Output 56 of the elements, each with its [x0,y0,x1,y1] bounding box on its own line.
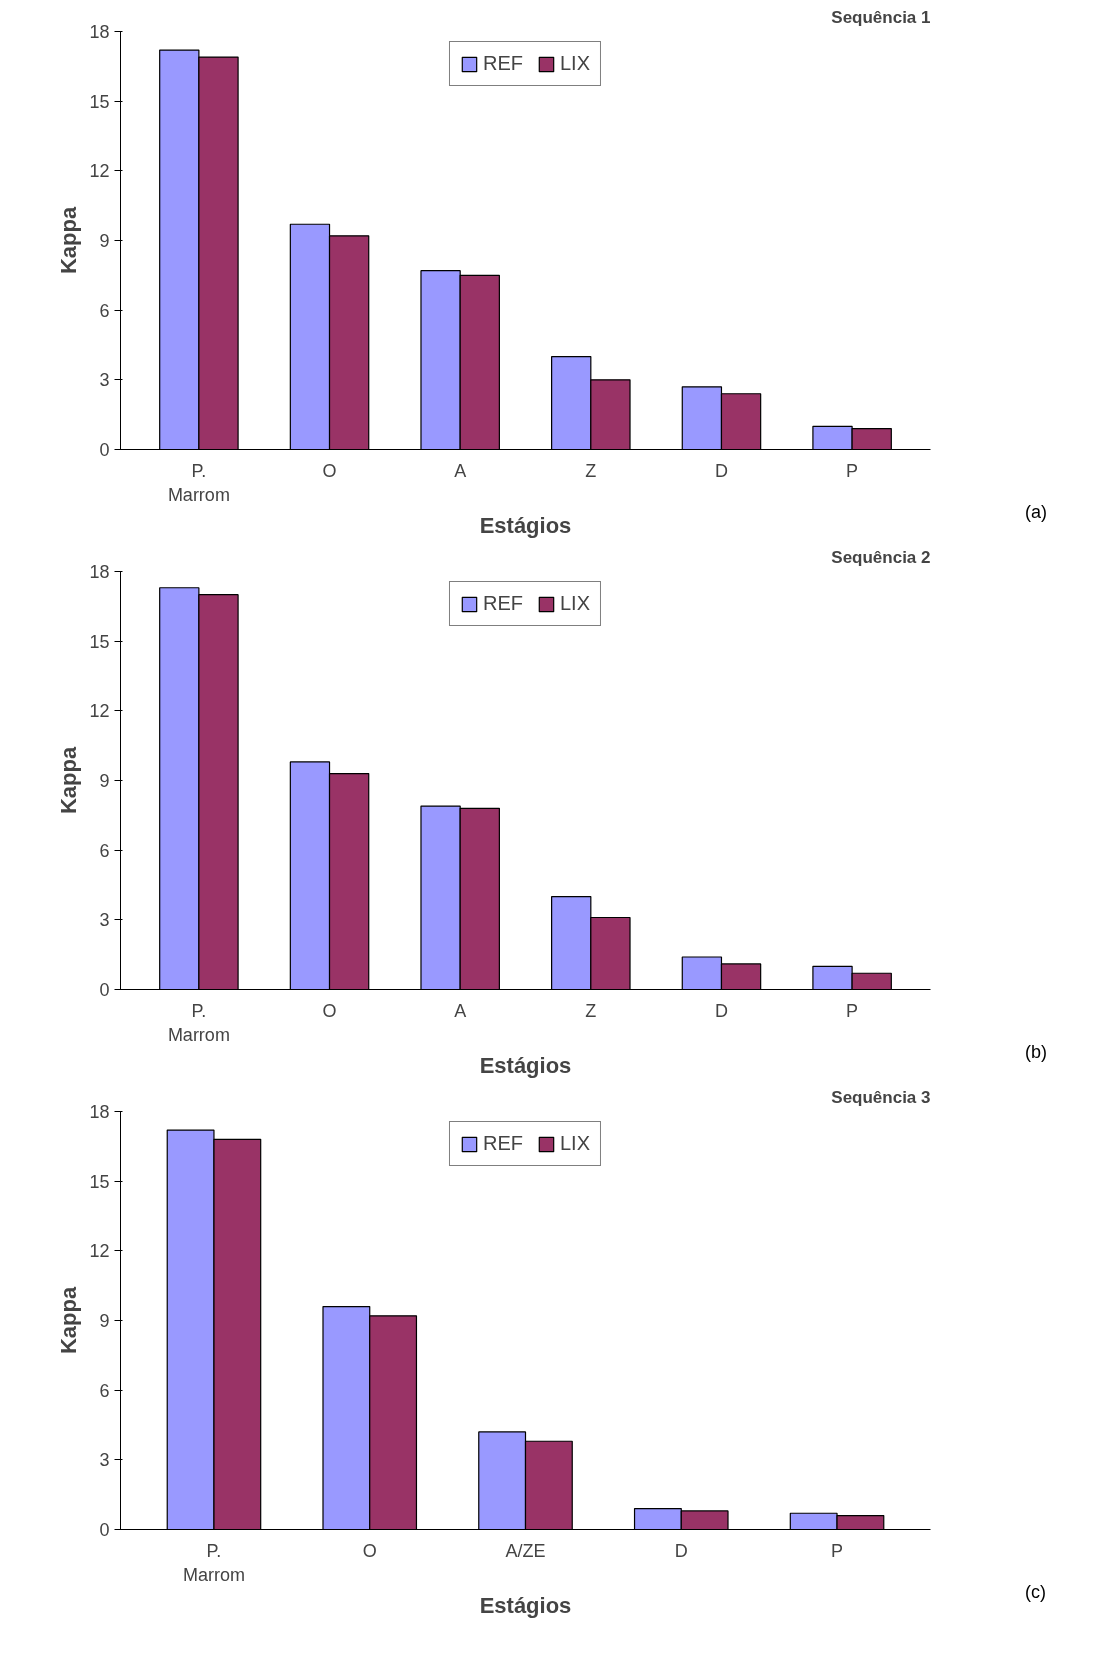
legend-label: LIX [559,1132,591,1155]
x-tick-label: O [362,1540,377,1561]
x-tick-label: D [714,460,728,481]
legend-label: REF [482,1132,523,1155]
text: (a) [1025,501,1047,524]
x-tick-label: A [454,460,467,481]
y-tick-label: 9 [99,231,110,251]
x-axis-title: Estágios [479,1052,572,1078]
y-tick-label: 12 [89,1241,110,1262]
y-tick-label: 3 [99,370,110,391]
x-tick-label: P [831,1540,844,1561]
y-tick-label: 9 [99,771,110,791]
x-tick-label: Z [585,460,597,481]
x-tick-label: A/ZE [505,1540,546,1561]
x-tick-label: D [714,1000,728,1021]
y-axis-title: Kappa [56,206,82,275]
y-tick-label: 18 [89,1102,110,1122]
text: (b) [1025,1041,1047,1064]
y-tick-label: 6 [99,300,110,321]
chart-title: Sequência 2 [831,547,931,567]
x-axis-title: Estágios [479,1592,572,1618]
x-tick-label: O [322,1000,337,1021]
x-tick-label: P. Marrom [167,460,230,505]
x-tick-label: P. Marrom [182,1540,245,1585]
y-tick-label: 15 [89,631,110,652]
legend-label: LIX [559,52,591,75]
text: (c) [1025,1581,1046,1604]
y-tick-label: 12 [89,161,110,182]
y-tick-label: 18 [89,22,110,42]
y-tick-label: 3 [99,1450,110,1471]
y-axis-title: Kappa [56,746,82,815]
x-axis-title: Estágios [479,512,572,538]
x-tick-label: P [846,460,859,481]
chart-title: Sequência 1 [831,7,931,27]
legend-label: REF [482,592,523,615]
legend-label: REF [482,52,523,75]
y-tick-label: 0 [99,440,110,460]
y-tick-label: 12 [89,701,110,722]
x-tick-label: O [322,460,337,481]
x-tick-label: P. Marrom [167,1000,230,1045]
x-tick-label: A [454,1000,467,1021]
x-tick-label: P [846,1000,859,1021]
y-tick-label: 0 [99,980,110,1000]
y-tick-label: 15 [89,91,110,112]
y-tick-label: 6 [99,840,110,861]
y-tick-label: 0 [99,1520,110,1540]
legend-label: LIX [559,592,591,615]
y-axis-title: Kappa [56,1286,82,1355]
x-tick-label: Z [585,1000,597,1021]
y-tick-label: 15 [89,1171,110,1192]
chart-title: Sequência 3 [831,1087,931,1107]
y-tick-label: 6 [99,1380,110,1401]
y-tick-label: 3 [99,910,110,931]
x-tick-label: D [674,1540,688,1561]
y-tick-label: 18 [89,562,110,582]
y-tick-label: 9 [99,1311,110,1331]
